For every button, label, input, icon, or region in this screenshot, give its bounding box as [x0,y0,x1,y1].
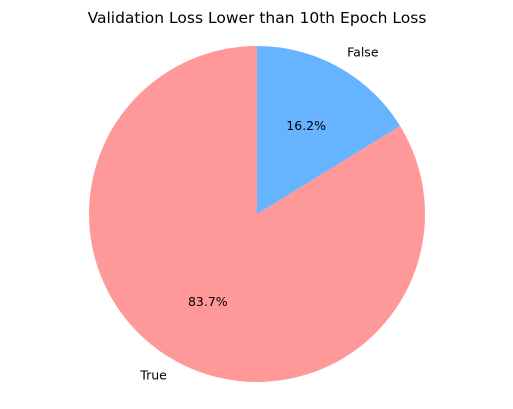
slice-label-true: True [139,367,167,382]
pie-slice-false [257,46,401,214]
percent-label-false: 16.2% [286,118,326,133]
pie-labels: True 83.7% False 16.2% [139,45,379,383]
percent-label-true: 83.7% [188,294,228,309]
slice-label-false: False [347,45,379,60]
chart-title: Validation Loss Lower than 10th Epoch Lo… [88,9,427,27]
pie-slice-true [89,46,426,382]
pie-slices [89,46,426,382]
